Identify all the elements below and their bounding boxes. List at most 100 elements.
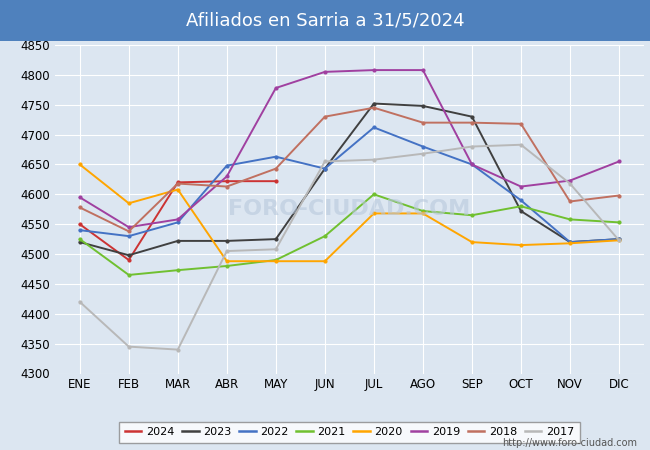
Line: 2023: 2023 [79, 102, 620, 256]
2023 [615, 236, 623, 242]
2019 [566, 178, 574, 183]
2020 [174, 187, 182, 192]
2018 [615, 193, 623, 198]
2023 [321, 166, 329, 171]
2017 [125, 344, 133, 349]
2022 [321, 166, 329, 171]
2017 [419, 151, 427, 157]
2020 [566, 241, 574, 246]
2021 [321, 234, 329, 239]
2024 [76, 221, 84, 227]
2023 [174, 238, 182, 243]
2023 [76, 239, 84, 245]
2021 [223, 263, 231, 269]
2023 [272, 236, 280, 242]
2020 [419, 211, 427, 216]
Line: 2022: 2022 [79, 126, 620, 243]
Text: FORO-CIUDAD.COM: FORO-CIUDAD.COM [228, 199, 471, 219]
2022 [174, 220, 182, 225]
Line: 2021: 2021 [79, 193, 620, 276]
2019 [125, 225, 133, 230]
2024 [174, 180, 182, 185]
2020 [615, 238, 623, 243]
2020 [517, 243, 525, 248]
2022 [76, 227, 84, 233]
2022 [566, 239, 574, 245]
2019 [174, 217, 182, 222]
2018 [468, 120, 476, 126]
Line: 2024: 2024 [79, 180, 278, 261]
2023 [223, 238, 231, 243]
2018 [223, 184, 231, 189]
2019 [615, 159, 623, 164]
2017 [223, 248, 231, 254]
2017 [566, 181, 574, 186]
2022 [419, 144, 427, 149]
2018 [125, 229, 133, 234]
2017 [272, 247, 280, 252]
Legend: 2024, 2023, 2022, 2021, 2020, 2019, 2018, 2017: 2024, 2023, 2022, 2021, 2020, 2019, 2018… [119, 422, 580, 443]
2018 [517, 121, 525, 126]
2018 [370, 105, 378, 110]
2021 [76, 236, 84, 242]
2019 [321, 69, 329, 75]
2020 [321, 258, 329, 264]
Line: 2019: 2019 [79, 69, 620, 229]
2022 [223, 163, 231, 168]
2021 [174, 267, 182, 273]
2020 [125, 201, 133, 206]
Line: 2020: 2020 [79, 163, 620, 263]
2018 [321, 114, 329, 119]
2019 [517, 184, 525, 189]
2021 [125, 272, 133, 278]
2018 [174, 181, 182, 186]
2022 [125, 234, 133, 239]
2021 [370, 192, 378, 197]
2021 [566, 217, 574, 222]
2020 [76, 162, 84, 167]
2019 [419, 68, 427, 73]
2024 [223, 179, 231, 184]
2019 [468, 162, 476, 167]
2018 [272, 166, 280, 171]
2020 [223, 258, 231, 264]
2017 [468, 144, 476, 149]
2018 [76, 205, 84, 210]
2024 [125, 257, 133, 263]
2018 [419, 120, 427, 126]
2017 [615, 238, 623, 243]
2023 [468, 114, 476, 119]
2023 [566, 239, 574, 245]
2018 [566, 199, 574, 204]
2021 [615, 220, 623, 225]
2022 [615, 236, 623, 242]
2023 [419, 103, 427, 108]
2022 [468, 162, 476, 167]
2023 [370, 101, 378, 106]
2019 [272, 86, 280, 91]
2017 [76, 299, 84, 305]
2023 [517, 208, 525, 214]
2021 [517, 203, 525, 209]
2024 [272, 179, 280, 184]
Line: 2017: 2017 [79, 144, 620, 351]
2020 [468, 239, 476, 245]
2021 [468, 212, 476, 218]
2021 [419, 208, 427, 214]
2022 [272, 154, 280, 159]
Line: 2018: 2018 [79, 106, 620, 233]
Text: http://www.foro-ciudad.com: http://www.foro-ciudad.com [502, 438, 637, 448]
2017 [370, 157, 378, 162]
2020 [370, 211, 378, 216]
2020 [272, 258, 280, 264]
2022 [517, 198, 525, 203]
2021 [272, 257, 280, 263]
2022 [370, 125, 378, 130]
Text: Afiliados en Sarria a 31/5/2024: Afiliados en Sarria a 31/5/2024 [186, 11, 464, 29]
2017 [321, 159, 329, 164]
2019 [223, 174, 231, 179]
2019 [370, 68, 378, 73]
2017 [517, 142, 525, 148]
2019 [76, 194, 84, 200]
2023 [125, 252, 133, 258]
